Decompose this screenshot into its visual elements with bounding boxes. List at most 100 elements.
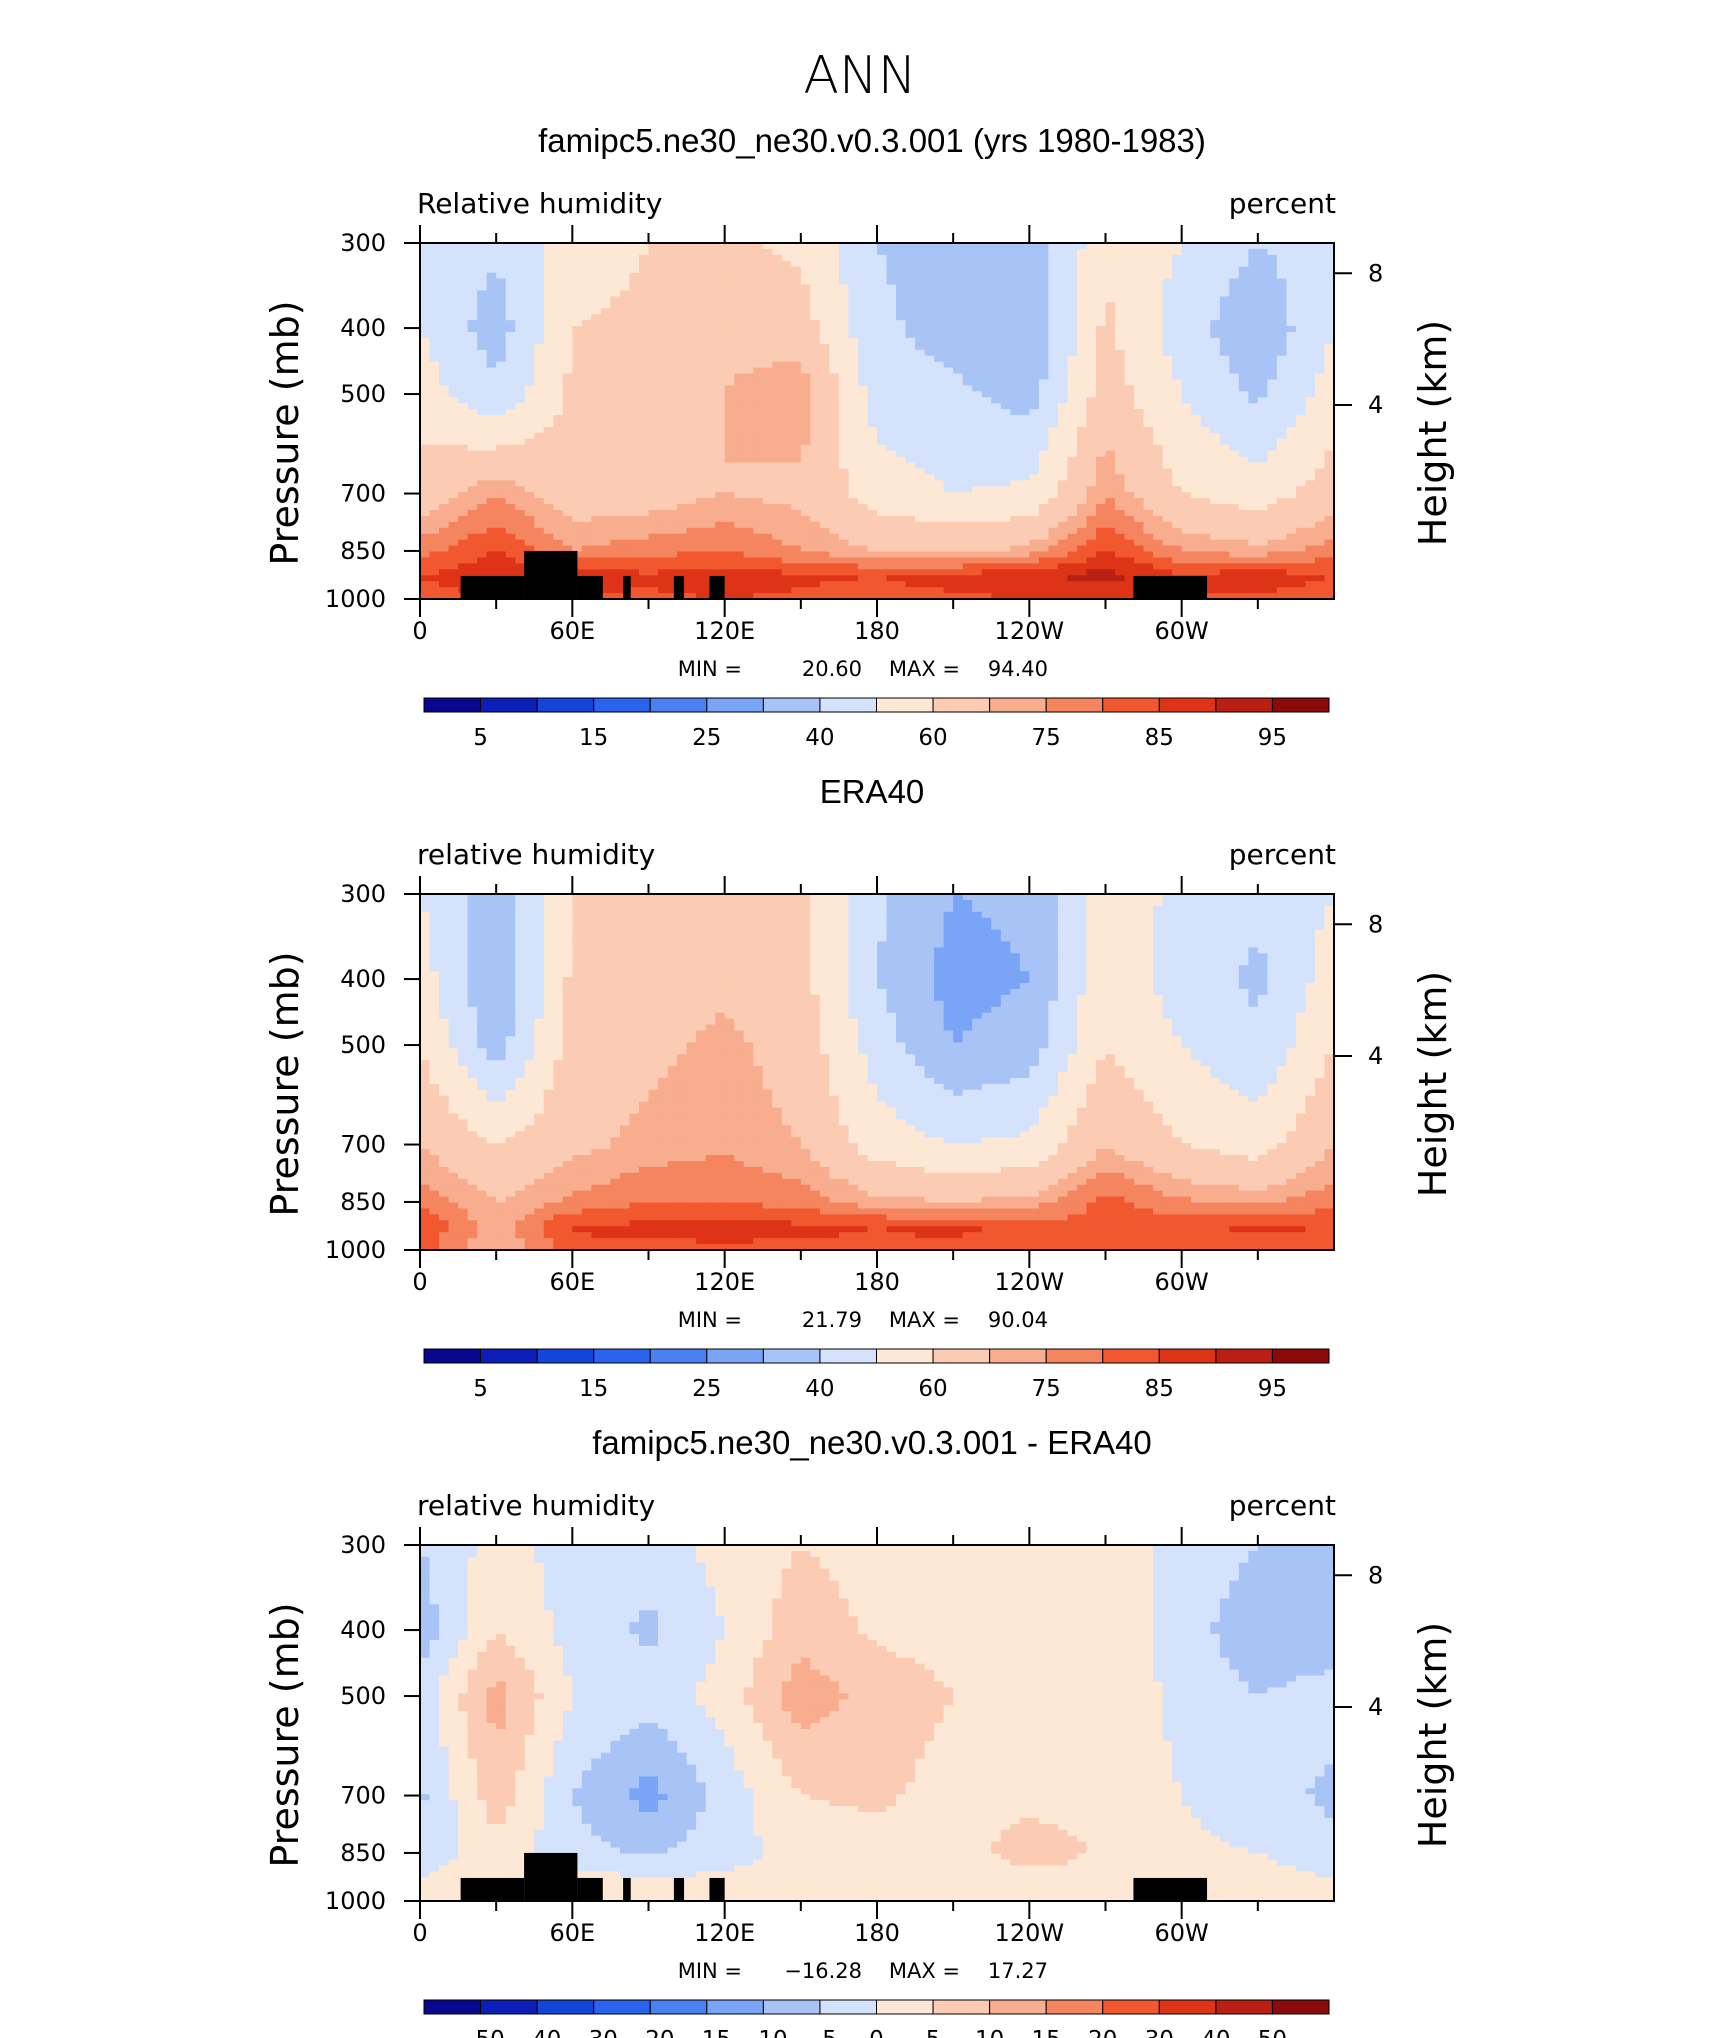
heatmap-cell	[667, 510, 678, 517]
heatmap-cell	[886, 438, 897, 446]
heatmap-cell	[448, 438, 459, 446]
heatmap-cell	[1200, 515, 1211, 523]
heatmap-cell	[791, 343, 802, 351]
heatmap-cell	[686, 527, 697, 535]
heatmap-cell	[734, 462, 745, 470]
heatmap-cell	[667, 409, 678, 416]
heatmap-cell	[1181, 409, 1192, 416]
heatmap-cell	[762, 474, 773, 481]
heatmap-cell	[458, 468, 469, 475]
heatmap-cell	[524, 403, 535, 410]
heatmap-cell	[943, 510, 954, 517]
heatmap-cell	[1324, 397, 1334, 404]
heatmap-cell	[810, 349, 821, 357]
heatmap-cell	[648, 397, 659, 404]
heatmap-cell	[477, 391, 488, 398]
heatmap-cell	[705, 527, 716, 535]
heatmap-cell	[867, 373, 878, 381]
heatmap-cell	[619, 438, 631, 446]
heatmap-cell	[1324, 409, 1334, 416]
heatmap-cell	[534, 533, 545, 541]
heatmap-cell	[1143, 314, 1154, 321]
heatmap-cell	[534, 266, 545, 274]
heatmap-cell	[1210, 432, 1221, 440]
heatmap-cell	[1162, 397, 1173, 404]
heatmap-cell	[810, 326, 821, 333]
heatmap-cell	[1019, 349, 1030, 357]
heatmap-cell	[439, 284, 450, 292]
heatmap-cell	[1257, 492, 1268, 499]
heatmap-cell	[1019, 444, 1030, 452]
heatmap-cell	[705, 290, 716, 297]
heatmap-cell	[934, 403, 945, 410]
heatmap-cell	[1086, 379, 1097, 386]
heatmap-cell	[439, 515, 450, 523]
heatmap-cell	[686, 486, 697, 493]
heatmap-cell	[1238, 296, 1249, 303]
heatmap-cell	[724, 367, 735, 375]
heatmap-cell	[781, 545, 792, 553]
heatmap-cell	[1305, 421, 1316, 428]
heatmap-cell	[553, 545, 564, 553]
heatmap-cell	[819, 492, 830, 499]
heatmap-cell	[1238, 504, 1249, 511]
heatmap-cell	[896, 498, 907, 505]
heatmap-cell	[1295, 444, 1307, 452]
heatmap-cell	[848, 444, 859, 452]
heatmap-cell	[486, 266, 497, 274]
heatmap-cell	[629, 409, 640, 416]
heatmap-cell	[1057, 480, 1069, 487]
heatmap-cell	[505, 308, 516, 315]
heatmap-cell	[572, 421, 583, 428]
heatmap-cell	[1057, 498, 1069, 505]
heatmap-cell	[1191, 504, 1202, 511]
heatmap-cell	[905, 444, 916, 452]
heatmap-cell	[1172, 248, 1183, 256]
heatmap-cell	[1067, 326, 1078, 333]
heatmap-cell	[943, 462, 954, 470]
heatmap-cell	[610, 515, 621, 523]
heatmap-cell	[1000, 403, 1011, 410]
heatmap-cell	[962, 320, 973, 327]
heatmap-cell	[562, 266, 573, 274]
heatmap-cell	[677, 456, 688, 464]
heatmap-cell	[877, 385, 888, 392]
heatmap-cell	[1229, 320, 1240, 327]
heatmap-cell	[972, 367, 983, 375]
heatmap-cell	[1257, 254, 1268, 262]
heatmap-cell	[1257, 332, 1268, 339]
heatmap-cell	[1010, 254, 1021, 262]
heatmap-cell	[1210, 343, 1221, 351]
heatmap-cell	[838, 278, 850, 286]
heatmap-cell	[877, 462, 888, 470]
heatmap-cell	[1248, 403, 1259, 410]
heatmap-cell	[772, 266, 783, 274]
heatmap-cell	[877, 409, 888, 416]
heatmap-cell	[934, 302, 945, 309]
heatmap-cell	[553, 533, 564, 541]
heatmap-cell	[810, 409, 821, 416]
heatmap-cell	[1057, 296, 1069, 303]
heatmap-cell	[1067, 296, 1078, 303]
heatmap-cell	[838, 462, 850, 470]
heatmap-cell	[1324, 533, 1334, 541]
heatmap-cell	[857, 456, 869, 464]
heatmap-cell	[972, 284, 983, 292]
heatmap-cell	[1305, 498, 1316, 505]
heatmap-cell	[905, 284, 916, 292]
heatmap-cell	[448, 248, 459, 256]
heatmap-cell	[562, 343, 573, 351]
heatmap-cell	[658, 539, 669, 547]
heatmap-cell	[1181, 397, 1192, 404]
heatmap-cell	[877, 474, 888, 481]
heatmap-cell	[610, 527, 621, 535]
heatmap-cell	[458, 284, 469, 292]
heatmap-cell	[791, 498, 802, 505]
heatmap-cell	[934, 343, 945, 351]
heatmap-cell	[1191, 272, 1202, 280]
heatmap-cell	[524, 510, 535, 517]
heatmap-cell	[1105, 444, 1116, 452]
heatmap-cell	[857, 290, 869, 297]
heatmap-cell	[1124, 403, 1135, 410]
heatmap-cell	[638, 337, 650, 345]
